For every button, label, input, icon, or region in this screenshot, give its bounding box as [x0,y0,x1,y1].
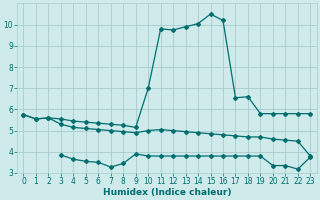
X-axis label: Humidex (Indice chaleur): Humidex (Indice chaleur) [103,188,231,197]
